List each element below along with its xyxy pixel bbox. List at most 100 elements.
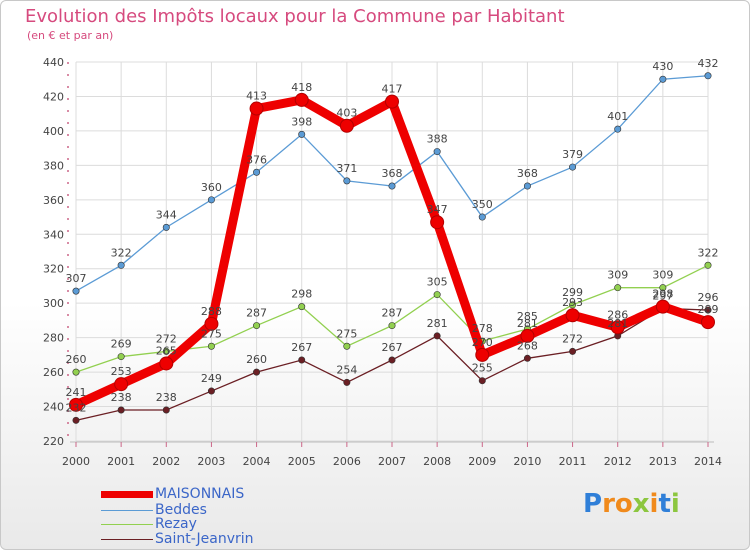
y-tick-label: 240 — [43, 401, 64, 414]
data-label-saint-jeanvrin: 296 — [698, 291, 719, 304]
data-label-maisonnais: 417 — [382, 83, 403, 96]
data-label-beddes: 307 — [66, 272, 87, 285]
data-point-saint-jeanvrin — [523, 354, 531, 362]
data-point-maisonnais — [339, 118, 354, 133]
x-tick-label: 2010 — [513, 455, 541, 468]
data-label-maisonnais: 286 — [607, 308, 628, 321]
data-point-rezay — [433, 291, 441, 299]
data-point-saint-jeanvrin — [478, 377, 486, 385]
data-point-rezay — [298, 303, 306, 311]
data-label-saint-jeanvrin: 238 — [111, 391, 132, 404]
chart-title: Evolution des Impôts locaux pour la Comm… — [25, 6, 565, 27]
data-point-beddes — [162, 223, 170, 231]
x-tick-label: 2005 — [288, 455, 316, 468]
data-label-saint-jeanvrin: 268 — [517, 339, 538, 352]
data-label-rezay: 309 — [607, 269, 628, 282]
data-point-saint-jeanvrin — [207, 387, 215, 395]
data-label-beddes: 430 — [652, 60, 673, 73]
data-label-maisonnais: 293 — [562, 296, 583, 309]
data-point-rezay — [253, 322, 261, 330]
data-label-rezay: 287 — [246, 307, 267, 320]
data-point-beddes — [614, 125, 622, 133]
data-label-saint-jeanvrin: 254 — [336, 363, 357, 376]
data-point-beddes — [659, 75, 667, 83]
data-point-rezay — [388, 322, 396, 330]
data-label-maisonnais: 298 — [652, 288, 673, 301]
data-point-beddes — [523, 182, 531, 190]
data-label-layer: 2412532652884134184034173472702812932862… — [66, 57, 719, 415]
legend-swatch-saint-jeanvrin — [101, 539, 153, 540]
data-label-rezay: 275 — [201, 327, 222, 340]
data-label-rezay: 322 — [698, 246, 719, 259]
data-label-rezay: 309 — [652, 269, 673, 282]
data-point-rezay — [569, 301, 577, 309]
data-label-rezay: 285 — [517, 310, 538, 323]
data-label-saint-jeanvrin: 267 — [291, 341, 312, 354]
data-point-rezay — [72, 368, 80, 376]
x-tick-label: 2008 — [423, 455, 451, 468]
data-label-saint-jeanvrin: 272 — [562, 332, 583, 345]
x-tick-label: 2000 — [62, 455, 90, 468]
data-point-maisonnais — [249, 101, 264, 116]
y-tick-label: 380 — [43, 159, 64, 172]
data-label-rezay: 305 — [427, 276, 448, 289]
data-point-maisonnais — [655, 299, 670, 314]
data-point-rezay — [614, 284, 622, 292]
y-tick-label: 220 — [43, 435, 64, 448]
data-point-saint-jeanvrin — [388, 356, 396, 364]
legend-swatch-maisonnais — [101, 491, 153, 498]
logo-letter: o — [614, 489, 633, 519]
y-tick-label: 420 — [43, 90, 64, 103]
data-label-rezay: 272 — [156, 332, 177, 345]
data-label-rezay: 298 — [291, 288, 312, 301]
data-label-beddes: 388 — [427, 133, 448, 146]
data-label-saint-jeanvrin: 238 — [156, 391, 177, 404]
data-point-beddes — [569, 163, 577, 171]
legend-swatch-rezay — [101, 524, 153, 525]
data-label-maisonnais: 281 — [517, 317, 538, 330]
logo-letter: r — [602, 489, 615, 519]
data-point-maisonnais — [159, 356, 174, 371]
data-point-maisonnais — [475, 347, 490, 362]
data-label-saint-jeanvrin: 232 — [66, 401, 87, 414]
data-label-rezay: 275 — [336, 327, 357, 340]
data-point-maisonnais — [204, 316, 219, 331]
data-point-beddes — [704, 72, 712, 80]
y-tick-label: 320 — [43, 263, 64, 276]
data-point-maisonnais — [294, 92, 309, 107]
legend-swatch-beddes — [101, 510, 153, 511]
data-label-saint-jeanvrin: 281 — [607, 317, 628, 330]
logo-letter: i — [670, 489, 680, 519]
data-label-maisonnais: 418 — [291, 81, 312, 94]
data-point-maisonnais — [701, 315, 715, 330]
data-point-beddes — [117, 261, 125, 269]
chart-subtitle: (en € et par an) — [27, 29, 114, 42]
x-tick-label: 2014 — [694, 455, 722, 468]
data-label-rezay: 287 — [382, 307, 403, 320]
data-label-maisonnais: 403 — [336, 107, 357, 120]
data-point-saint-jeanvrin — [72, 416, 80, 424]
y-tick-label: 440 — [43, 56, 64, 69]
data-point-saint-jeanvrin — [298, 356, 306, 364]
data-label-maisonnais: 288 — [201, 305, 222, 318]
data-label-saint-jeanvrin: 267 — [382, 341, 403, 354]
data-point-rezay — [704, 261, 712, 269]
data-label-maisonnais: 347 — [427, 203, 448, 216]
axis-layer: 2202402602803003203403603804004204402000… — [43, 56, 722, 468]
data-point-maisonnais — [430, 215, 445, 230]
legend-label-maisonnais: MAISONNAIS — [155, 486, 245, 502]
x-tick-label: 2013 — [649, 455, 677, 468]
y-tick-label: 300 — [43, 297, 64, 310]
data-point-beddes — [298, 130, 306, 138]
y-tick-label: 400 — [43, 125, 64, 138]
data-label-rezay: 278 — [472, 322, 493, 335]
data-point-maisonnais — [565, 308, 580, 323]
data-label-maisonnais: 265 — [156, 344, 177, 357]
data-point-saint-jeanvrin — [162, 406, 170, 414]
data-label-beddes: 344 — [156, 208, 177, 221]
data-point-saint-jeanvrin — [253, 368, 261, 376]
x-tick-label: 2003 — [197, 455, 225, 468]
logo-letter: t — [658, 489, 671, 519]
data-label-beddes: 368 — [382, 167, 403, 180]
